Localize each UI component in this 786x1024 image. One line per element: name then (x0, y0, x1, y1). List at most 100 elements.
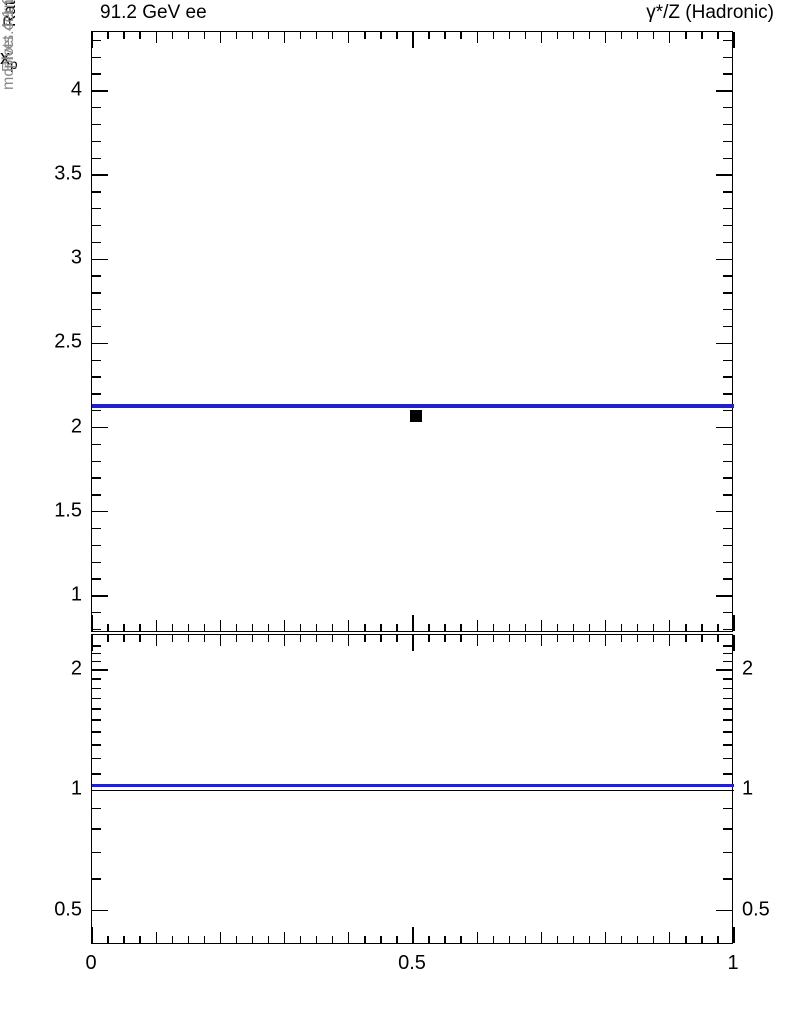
x-tick (669, 620, 671, 631)
x-tick (155, 32, 157, 43)
y-tick-minor (92, 527, 101, 530)
ratio-y-tick-label-left: 0.5 (54, 898, 82, 921)
x-tick (428, 32, 430, 39)
x-tick (139, 32, 141, 39)
x-tick (332, 624, 334, 631)
ratio-y-tick-major-right (716, 909, 732, 912)
x-tick (203, 624, 206, 631)
y-tick-minor-right (723, 628, 732, 631)
x-tick (267, 624, 270, 631)
x-tick (348, 32, 350, 43)
ratio-y-tick-minor-right (723, 645, 732, 647)
header-process: γ*/Z (Hadronic) (646, 2, 774, 23)
y-tick-label: 1 (70, 583, 82, 606)
y-tick-minor (92, 460, 101, 462)
x-tick (524, 624, 527, 631)
x-tick (492, 624, 494, 631)
x-tick (235, 624, 238, 631)
ratio-x-tick (733, 635, 735, 651)
x-tick (396, 32, 398, 39)
x-tick (283, 32, 286, 43)
ratio-x-tick (572, 635, 575, 642)
ratio-x-tick (155, 932, 157, 943)
ratio-x-tick (524, 936, 527, 943)
ratio-y-tick-minor (92, 678, 101, 680)
x-tick (460, 624, 462, 631)
ratio-y-tick-minor-right (723, 708, 732, 710)
ratio-x-tick (283, 635, 286, 646)
y-tick-minor-right (723, 460, 732, 462)
ratio-x-tick (139, 635, 141, 642)
x-tick (572, 624, 575, 631)
ratio-x-tick (203, 635, 206, 642)
ratio-series-line-pythia (92, 783, 734, 788)
ratio-x-tick (396, 936, 398, 943)
x-tick (203, 32, 206, 39)
ratio-x-tick (171, 936, 173, 943)
x-tick (299, 32, 302, 39)
x-tick (524, 32, 527, 39)
x-tick (187, 32, 189, 39)
ratio-x-tick (588, 635, 591, 642)
ratio-x-tick (637, 936, 639, 943)
y-tick-minor (92, 393, 101, 395)
ratio-x-tick (235, 936, 238, 943)
ratio-x-tick (396, 635, 398, 642)
y-tick-minor (92, 140, 101, 143)
x-tick-label: 0 (85, 952, 97, 974)
x-tick (717, 624, 719, 631)
ratio-y-tick-minor-right (723, 878, 732, 880)
x-tick (476, 32, 478, 43)
x-tick (316, 32, 318, 39)
y-tick-minor-right (723, 275, 732, 277)
y-tick-minor-right (723, 208, 732, 210)
ratio-y-tick-minor-right (723, 773, 732, 775)
ratio-x-tick (460, 936, 462, 943)
y-tick-major-right (716, 258, 732, 260)
x-tick (444, 32, 446, 39)
y-tick-minor (92, 628, 101, 631)
x-tick (556, 32, 559, 39)
ratio-x-tick (187, 635, 189, 642)
ratio-x-tick (316, 635, 318, 642)
ratio-y-tick-minor-right (723, 661, 732, 663)
x-tick (701, 32, 703, 39)
ratio-x-tick (620, 936, 623, 943)
ratio-x-tick (685, 635, 687, 642)
ratio-y-tick-minor (92, 719, 101, 721)
x-tick (139, 624, 141, 631)
ratio-x-tick (251, 936, 254, 943)
y-tick-minor-right (723, 309, 732, 311)
ratio-x-tick (348, 932, 350, 943)
ratio-y-tick-minor (92, 697, 101, 700)
y-tick-minor-right (723, 410, 732, 412)
y-tick-major (92, 90, 108, 92)
ratio-x-tick (428, 635, 430, 642)
ratio-x-tick (604, 635, 607, 646)
ratio-x-tick (123, 635, 125, 642)
ratio-x-tick (669, 635, 671, 646)
x-tick (717, 32, 719, 39)
x-tick (588, 32, 591, 39)
x-tick (155, 620, 157, 631)
y-tick-major-right (716, 595, 732, 597)
ratio-y-tick-minor-right (723, 744, 732, 746)
ratio-reference-line (92, 789, 734, 792)
x-tick (637, 624, 639, 631)
x-tick (460, 32, 462, 39)
x-tick (604, 32, 607, 43)
ratio-x-tick (540, 635, 543, 646)
header-beam-energy: 91.2 GeV ee (100, 2, 207, 23)
ratio-x-tick (219, 932, 222, 943)
y-tick-minor-right (723, 224, 732, 227)
x-tick (235, 32, 238, 39)
ratio-y-tick-minor (92, 807, 101, 810)
ratio-x-tick (428, 936, 430, 943)
ratio-x-tick (107, 936, 109, 943)
x-tick (620, 624, 623, 631)
ratio-x-tick (139, 936, 141, 943)
side-text-mcplots: mcplots.cern.ch [arXiv:2401.10621] (0, 0, 18, 90)
y-tick-label: 2 (70, 415, 82, 438)
ratio-y-tick-label-right: 2 (742, 657, 754, 680)
y-tick-major (92, 595, 108, 597)
